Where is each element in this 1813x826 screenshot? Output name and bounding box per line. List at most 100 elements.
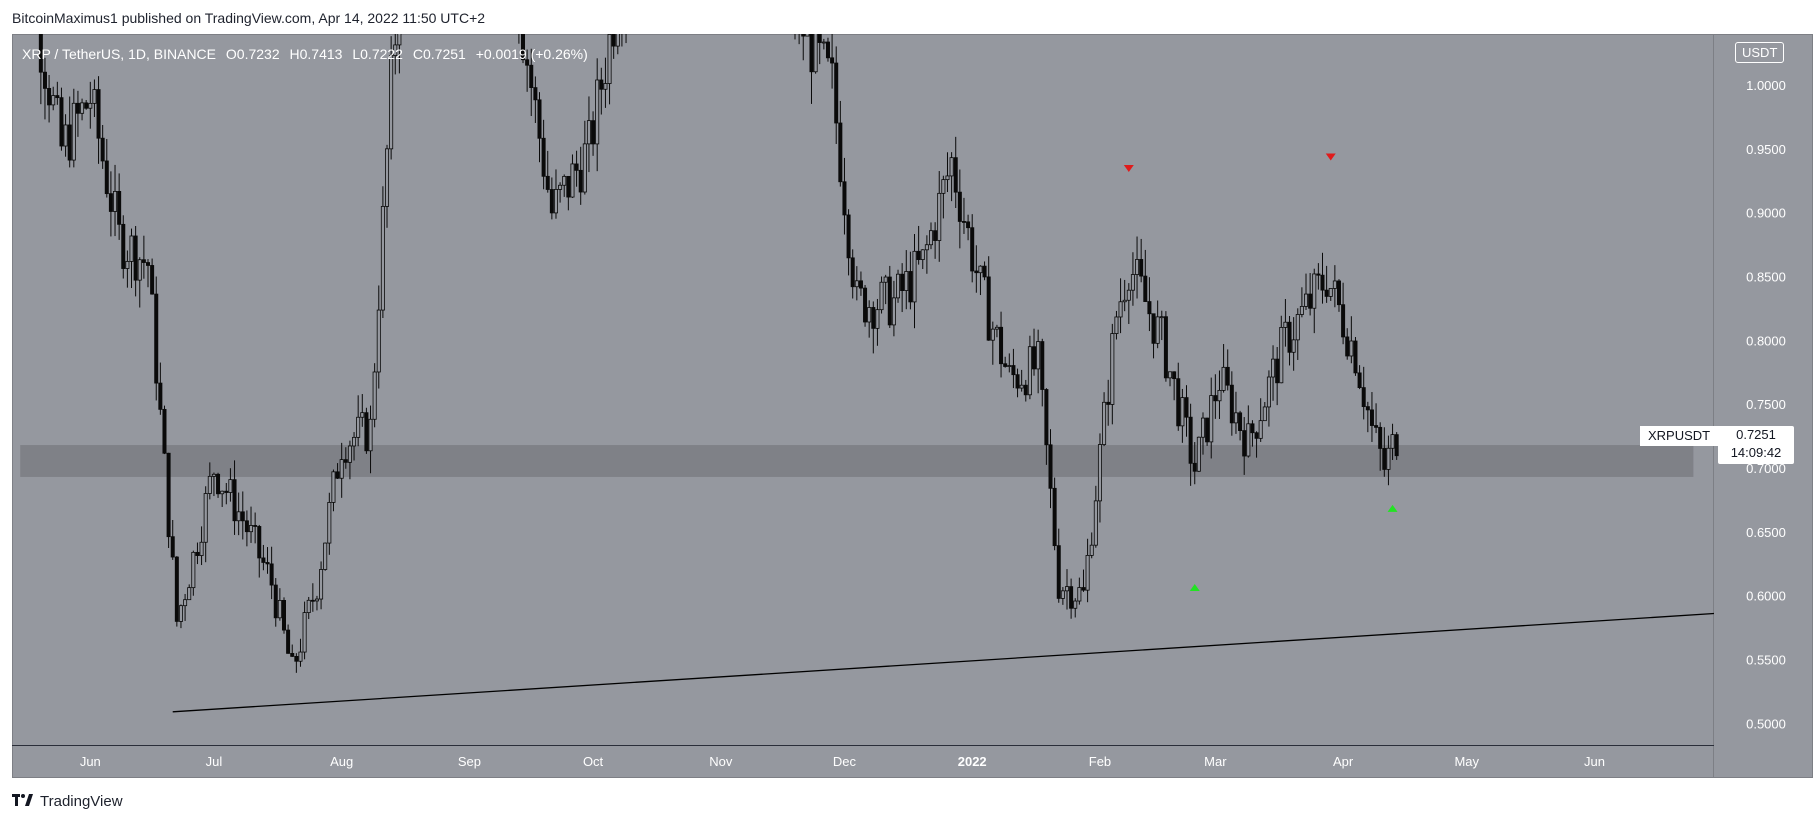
resistance-marker-down-arrow-icon — [1325, 153, 1336, 161]
candle-body — [319, 569, 324, 600]
candle-body — [842, 181, 847, 216]
candle-body — [1180, 397, 1185, 427]
candle-body — [1163, 316, 1168, 379]
price-axis[interactable] — [1714, 34, 1813, 778]
candle-body — [368, 418, 373, 452]
candle-body — [385, 148, 390, 207]
candle-body — [1135, 259, 1140, 275]
candle-body — [203, 493, 208, 543]
publisher-text: BitcoinMaximus1 published on TradingView… — [12, 10, 486, 26]
candle-body — [216, 473, 221, 495]
candle-body — [306, 599, 311, 614]
candle-body — [1229, 384, 1234, 424]
candle-body — [1357, 372, 1362, 389]
legend-symbol: XRP / TetherUS, 1D, BINANCE — [22, 46, 216, 62]
candle-body — [51, 95, 56, 106]
candle-body — [1139, 259, 1144, 277]
candle-body — [47, 87, 52, 106]
candle-body — [1102, 401, 1107, 445]
candle-body — [1114, 316, 1119, 334]
candle-body — [830, 57, 835, 64]
candle-body — [933, 230, 938, 241]
candle-body — [549, 189, 554, 214]
candle-body — [798, 4, 801, 20]
candle-body — [281, 600, 286, 631]
candle-body — [1085, 555, 1090, 591]
candle-body — [1007, 365, 1012, 367]
candle-body — [1172, 371, 1177, 380]
candle-body — [809, 34, 814, 73]
candle-body — [586, 120, 591, 145]
candle-body — [323, 542, 328, 570]
candle-body — [887, 276, 892, 326]
candle-body — [302, 612, 307, 653]
candle-body — [273, 584, 278, 619]
candle-body — [1283, 321, 1288, 328]
candle-body — [1299, 306, 1304, 315]
candle-body — [854, 280, 859, 288]
candle-body — [920, 249, 925, 260]
candle-body — [178, 605, 183, 622]
candle-body — [846, 214, 851, 259]
chart-pane[interactable] — [12, 34, 1714, 778]
candle-body — [1122, 299, 1127, 303]
candle-body — [141, 259, 146, 263]
candle-body — [376, 309, 381, 373]
candle-body — [521, 34, 526, 61]
candle-body — [108, 193, 113, 212]
candle-body — [990, 328, 995, 341]
candle-body — [1374, 425, 1379, 428]
candle-body — [331, 471, 336, 503]
time-tick-label: Apr — [1333, 754, 1354, 769]
candle-body — [1192, 462, 1197, 472]
candle-body — [1151, 313, 1156, 344]
time-tick-label: Jun — [1584, 754, 1605, 769]
candle-body — [525, 59, 530, 66]
candle-body — [393, 44, 398, 56]
candle-body — [1386, 447, 1391, 470]
candle-body — [537, 99, 542, 139]
candle-body — [850, 257, 855, 288]
candle-body — [240, 511, 245, 522]
candle-body — [117, 191, 122, 225]
candle-body — [335, 471, 340, 479]
candle-body — [286, 629, 291, 654]
candle-body — [67, 124, 72, 161]
candle-body — [1221, 366, 1226, 391]
candle-body — [1390, 434, 1395, 449]
candle-body — [582, 143, 587, 193]
candle-body — [137, 259, 142, 281]
candle-body — [1217, 389, 1222, 402]
candle-body — [1011, 365, 1016, 376]
candle-body — [133, 235, 138, 281]
candle-body — [620, 10, 623, 25]
candle-body — [1308, 293, 1313, 309]
time-tick-label: Jul — [206, 754, 223, 769]
candle-body — [63, 124, 68, 147]
time-tick-label: Feb — [1089, 754, 1111, 769]
legend-close-value: 0.7251 — [422, 46, 466, 62]
candle-body — [1328, 288, 1333, 297]
candle-body — [1032, 346, 1037, 370]
candle-body — [879, 281, 884, 311]
candle-body — [896, 273, 901, 299]
candle-body — [611, 34, 616, 47]
last-price-value: 0.7251 — [1736, 427, 1776, 442]
candle-body — [1345, 336, 1350, 357]
candle-body — [310, 599, 315, 602]
candle-body — [1056, 545, 1061, 599]
candle-body — [125, 261, 130, 269]
candle-body — [883, 276, 888, 283]
time-tick-label: Aug — [330, 754, 353, 769]
candle-body — [145, 262, 150, 266]
candle-body — [1262, 406, 1267, 422]
ascending-support-trendline — [172, 612, 1714, 713]
candle-body — [624, 0, 627, 10]
time-axis[interactable] — [12, 745, 1714, 779]
currency-badge[interactable]: USDT — [1735, 42, 1785, 63]
footer-brand-text: TradingView — [40, 793, 123, 810]
footer-branding[interactable]: TradingView — [12, 793, 123, 810]
candle-body — [211, 473, 216, 477]
candle-body — [1324, 289, 1329, 297]
